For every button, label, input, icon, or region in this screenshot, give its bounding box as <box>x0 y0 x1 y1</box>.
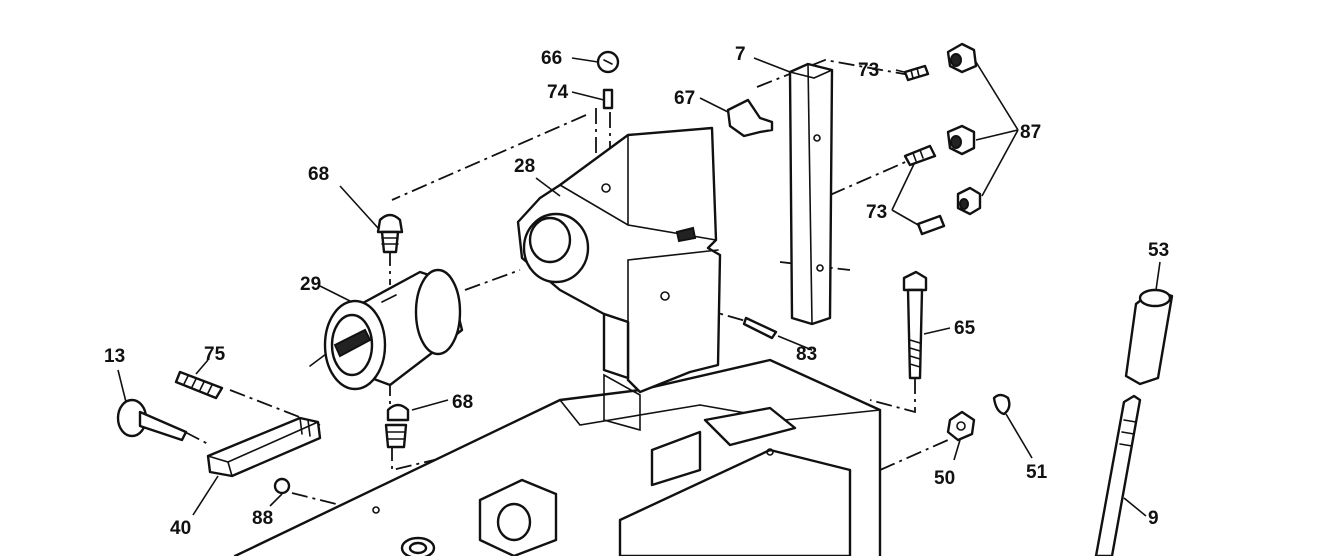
leader-lines <box>117 57 1161 517</box>
label-9: 9 <box>1148 508 1159 529</box>
part-67-fitting <box>726 98 774 138</box>
label-66: 66 <box>541 48 562 69</box>
label-50: 50 <box>934 468 955 489</box>
base-block <box>233 358 882 556</box>
part-labels: 7 9 13 28 29 40 50 51 53 65 66 67 68 68 … <box>104 44 1169 539</box>
part-51-clip <box>992 393 1011 416</box>
part-74-pin <box>602 88 614 110</box>
part-88-ball <box>273 477 291 495</box>
label-7: 7 <box>735 44 746 65</box>
part-29-bushing <box>309 268 464 391</box>
part-68-screw-lower <box>384 403 410 449</box>
label-28: 28 <box>514 156 535 177</box>
label-40: 40 <box>170 518 191 539</box>
part-87-nut-top <box>946 42 978 74</box>
part-73-setscrew-top <box>903 64 930 82</box>
label-83: 83 <box>796 344 817 365</box>
label-75: 75 <box>204 344 226 365</box>
part-66-cap <box>596 50 620 74</box>
label-13: 13 <box>104 346 125 367</box>
part-68-screw-upper <box>376 213 404 254</box>
part-75-spring <box>174 370 224 400</box>
label-53: 53 <box>1148 240 1169 261</box>
part-83-pin <box>742 316 778 340</box>
part-40-lever <box>206 416 322 478</box>
label-68-lower: 68 <box>452 392 473 413</box>
label-73-top: 73 <box>858 60 879 81</box>
part-65-bolt <box>902 270 928 380</box>
label-87: 87 <box>1020 122 1041 143</box>
label-29: 29 <box>300 274 321 295</box>
label-73-low: 73 <box>866 202 887 223</box>
label-65: 65 <box>954 318 976 339</box>
part-9-rod <box>1094 394 1142 556</box>
label-88: 88 <box>252 508 273 529</box>
part-7-vertical-bar <box>788 62 834 326</box>
label-67: 67 <box>674 88 695 109</box>
part-87-nut-mid <box>946 124 976 156</box>
label-74: 74 <box>547 82 569 103</box>
part-73-setscrew-low <box>916 214 946 236</box>
part-87-nut-low <box>956 186 982 216</box>
part-73-setscrew-mid <box>903 144 937 167</box>
label-51: 51 <box>1026 462 1048 483</box>
part-53-sleeve <box>1124 288 1174 386</box>
label-68-upper: 68 <box>308 164 329 185</box>
part-28-clamp-bracket <box>516 126 722 432</box>
part-13-knob <box>116 398 188 442</box>
part-50-washer <box>946 410 976 442</box>
